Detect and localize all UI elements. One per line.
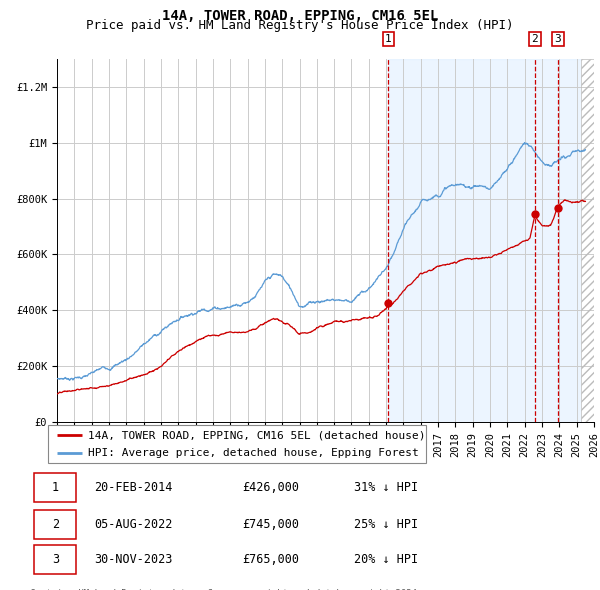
Text: 1: 1 (52, 481, 59, 494)
Text: HPI: Average price, detached house, Epping Forest: HPI: Average price, detached house, Eppi… (88, 448, 418, 458)
Text: 30-NOV-2023: 30-NOV-2023 (94, 553, 173, 566)
Text: 3: 3 (52, 553, 59, 566)
Text: £426,000: £426,000 (242, 481, 299, 494)
Bar (581, 59, 600, 422)
Text: 25% ↓ HPI: 25% ↓ HPI (353, 517, 418, 530)
Text: 20% ↓ HPI: 20% ↓ HPI (353, 553, 418, 566)
Text: Price paid vs. HM Land Registry's House Price Index (HPI): Price paid vs. HM Land Registry's House … (86, 19, 514, 32)
Text: 2: 2 (52, 517, 59, 530)
Text: 14A, TOWER ROAD, EPPING, CM16 5EL (detached house): 14A, TOWER ROAD, EPPING, CM16 5EL (detac… (88, 430, 425, 440)
Text: £765,000: £765,000 (242, 553, 299, 566)
FancyBboxPatch shape (34, 473, 76, 503)
FancyBboxPatch shape (34, 545, 76, 573)
Text: 20-FEB-2014: 20-FEB-2014 (94, 481, 173, 494)
FancyBboxPatch shape (48, 425, 426, 463)
Text: 31% ↓ HPI: 31% ↓ HPI (353, 481, 418, 494)
FancyBboxPatch shape (34, 510, 76, 539)
Bar (581, 59, 600, 422)
Text: 05-AUG-2022: 05-AUG-2022 (94, 517, 173, 530)
Text: 14A, TOWER ROAD, EPPING, CM16 5EL: 14A, TOWER ROAD, EPPING, CM16 5EL (162, 9, 438, 23)
Text: 3: 3 (554, 34, 562, 44)
Text: £745,000: £745,000 (242, 517, 299, 530)
Bar (388, 59, 581, 422)
Text: 2: 2 (532, 34, 538, 44)
Text: 1: 1 (385, 34, 392, 44)
